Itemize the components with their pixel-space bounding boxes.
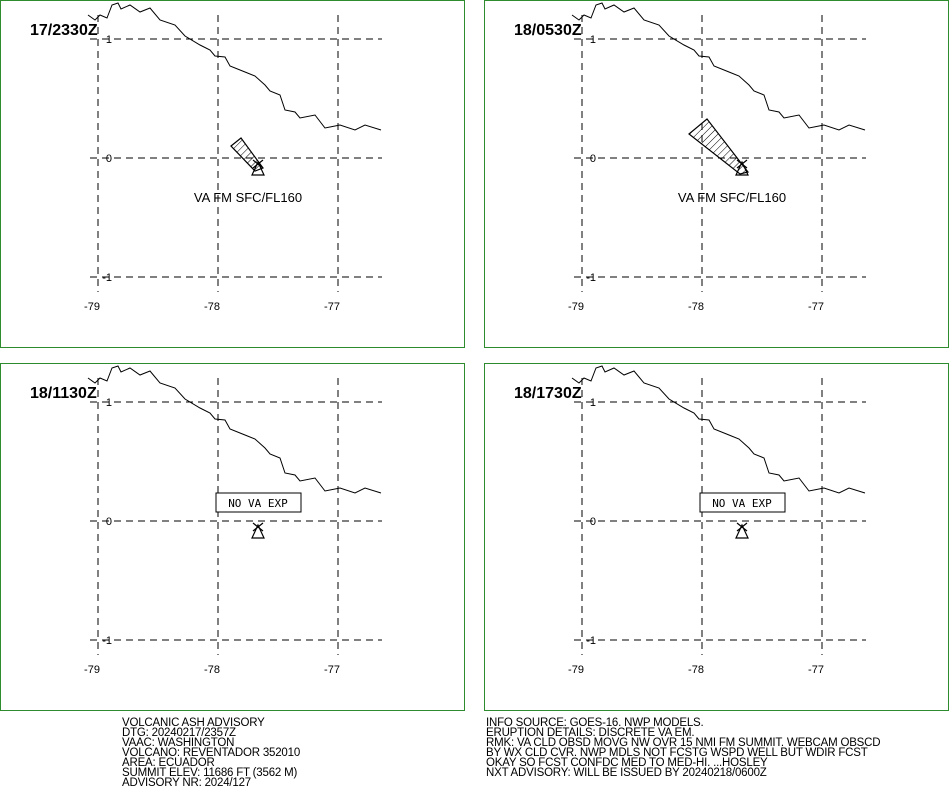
advisory-line: BY WX CLD CVR. NWP MDLS NOT FCSTG WSPD W…: [486, 747, 868, 759]
label-box: [699, 492, 786, 513]
map-panel: -79 -78 -77 1 0 -1 18/1130Z NO VA EXP: [0, 363, 465, 711]
map-panel: -79 -78 -77 1 0 -1 18/1730Z NO VA EXP: [484, 363, 949, 711]
lat-label: -1: [586, 272, 596, 284]
coastline: [571, 2, 866, 131]
coastline: [87, 2, 382, 131]
lon-label: -77: [324, 301, 340, 313]
advisory-line: OKAY SO FCST CONFDC MED TO MED-HI. ...HO…: [486, 757, 768, 769]
panel-frame: [0, 0, 465, 348]
lat-label: 1: [106, 397, 112, 409]
lon-label: -79: [568, 301, 584, 313]
ash-label: VA FM SFC/FL160: [194, 190, 302, 205]
advisory-line: VAAC: WASHINGTON: [122, 737, 234, 749]
lat-label: 0: [590, 153, 596, 165]
panel-frame: [0, 363, 465, 711]
lon-label: -78: [204, 664, 220, 676]
lon-label: -79: [568, 664, 584, 676]
ash-label: NO VA EXP: [228, 497, 288, 510]
coastline: [571, 365, 866, 494]
ash-cloud: [688, 118, 750, 175]
ash-label: VA FM SFC/FL160: [678, 190, 786, 205]
lat-label: 0: [106, 516, 112, 528]
advisory-line: RMK: VA CLD OBSD MOVG NW OVR 15 NMI FM S…: [486, 737, 880, 749]
lat-label: 0: [590, 516, 596, 528]
map-panel: -79 -78 -77 1 0 -1 17/2330Z VA FM SFC/FL160: [0, 0, 465, 348]
coastline: [87, 365, 382, 494]
lon-label: -78: [204, 301, 220, 313]
lat-label: 1: [106, 34, 112, 46]
advisory-line: VOLCANO: REVENTADOR 352010: [122, 747, 300, 759]
panel-time: 17/2330Z: [30, 22, 98, 39]
lon-label: -78: [688, 301, 704, 313]
ash-cloud: [230, 137, 264, 172]
lon-label: -79: [84, 664, 100, 676]
lon-label: -79: [84, 301, 100, 313]
lon-label: -77: [808, 301, 824, 313]
advisory-line: VOLCANIC ASH ADVISORY: [122, 717, 265, 729]
advisory-line: NXT ADVISORY: WILL BE ISSUED BY 20240218…: [486, 767, 767, 779]
panel-frame: [484, 0, 949, 348]
volcano: [735, 159, 749, 176]
lat-label: -1: [586, 635, 596, 647]
volcano: [735, 522, 749, 539]
lat-label: -1: [102, 272, 112, 284]
label-box: [215, 492, 302, 513]
lat-label: 1: [590, 34, 596, 46]
panel-time: 18/1130Z: [30, 385, 97, 402]
advisory-line: SUMMIT ELEV: 11686 FT (3562 M): [122, 767, 297, 779]
lon-label: -77: [324, 664, 340, 676]
lat-label: 0: [106, 153, 112, 165]
lat-label: 1: [590, 397, 596, 409]
advisory-line: INFO SOURCE: GOES-16. NWP MODELS.: [486, 717, 703, 729]
volcano: [251, 159, 265, 176]
lon-label: -77: [808, 664, 824, 676]
map-panel: -79 -78 -77 1 0 -1 18/0530Z VA FM SFC/FL160: [484, 0, 949, 348]
advisory-line: ERUPTION DETAILS: DISCRETE VA EM.: [486, 727, 694, 739]
lon-label: -78: [688, 664, 704, 676]
panel-frame: [484, 363, 949, 711]
advisory-line: AREA: ECUADOR: [122, 757, 215, 769]
advisory-line: DTG: 20240217/2357Z: [122, 727, 236, 739]
panel-time: 18/0530Z: [514, 22, 582, 39]
ash-label: NO VA EXP: [712, 497, 772, 510]
volcano: [251, 522, 265, 539]
advisory-line: ADVISORY NR: 2024/127: [122, 777, 251, 789]
lat-label: -1: [102, 635, 112, 647]
panel-time: 18/1730Z: [514, 385, 582, 402]
